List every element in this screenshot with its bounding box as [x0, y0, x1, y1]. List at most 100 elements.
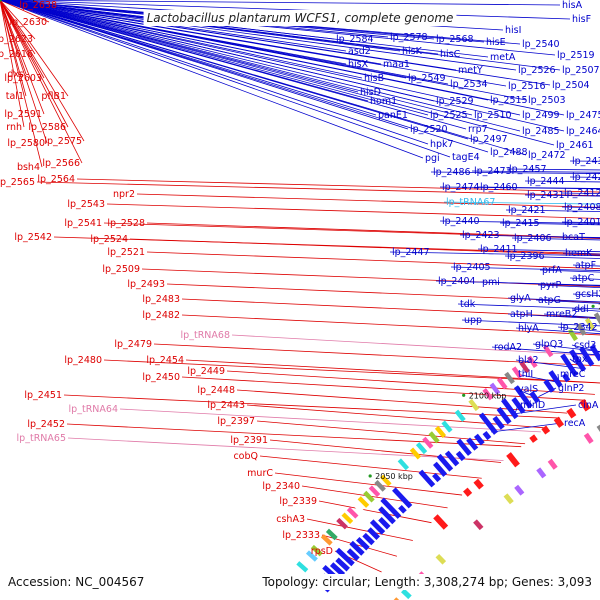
- forward-gene-label: hom1: [370, 96, 397, 107]
- label-connector: [36, 181, 600, 197]
- forward-gene-label: lp_2529: [436, 96, 474, 107]
- label-connector: [0, 0, 69, 128]
- forward-gene-label: tagE4: [452, 152, 480, 163]
- label-connector: [119, 408, 541, 433]
- forward-gene-label: asd2: [348, 46, 371, 57]
- forward-gene-label: lp_2460: [480, 182, 518, 193]
- gene-class-strip: [374, 479, 386, 492]
- label-connector: [0, 0, 571, 20]
- forward-gene-arrow: [378, 506, 396, 525]
- gene-class-strip: [368, 485, 381, 498]
- gene-class-strip: [567, 328, 578, 342]
- scale-tick-label: 2100 kbp: [469, 391, 507, 400]
- label-connector: [477, 248, 600, 253]
- forward-gene-arrow: [529, 391, 541, 404]
- label-connector: [0, 0, 527, 101]
- label-connector: [511, 237, 600, 241]
- footer-background: [259, 574, 594, 590]
- reverse-gene-label: lp_2339: [279, 496, 317, 507]
- reverse-gene-label: lp_2493: [127, 279, 165, 290]
- forward-gene-label: lp_2486: [433, 167, 471, 178]
- label-connector: [0, 0, 551, 86]
- forward-gene-arrow: [436, 453, 454, 472]
- scale-tick-label: 2050 kbp: [375, 472, 413, 481]
- label-connector: [181, 314, 600, 336]
- reverse-gene-arrow: [579, 398, 591, 412]
- label-connector: [571, 308, 600, 312]
- gene-class-strip: [519, 361, 530, 374]
- reverse-gene-label: lp_2480: [64, 355, 102, 366]
- label-connector: [63, 394, 561, 419]
- forward-gene-label: glnP2: [558, 383, 584, 394]
- forward-gene-label: lp_2447: [392, 247, 430, 258]
- forward-gene-arrow: [492, 415, 505, 430]
- forward-gene-label: lp_2415: [502, 218, 540, 229]
- reverse-gene-label: pflB1: [41, 91, 66, 102]
- gene-class-strip: [511, 366, 523, 379]
- label-connector: [443, 201, 600, 205]
- forward-gene-arrow: [496, 406, 512, 425]
- forward-gene-label: lp_2472: [528, 150, 566, 161]
- forward-gene-arrow: [513, 385, 533, 409]
- tick-mark: [0, 0, 2, 2]
- reverse-gene-arrow: [541, 425, 551, 435]
- label-connector: [491, 422, 563, 433]
- label-connector: [306, 518, 413, 541]
- forward-gene-label: lp_2499: [522, 110, 560, 121]
- reverse-gene-label: npr2: [113, 189, 135, 200]
- gene-class-strip: [593, 312, 600, 325]
- forward-gene-arrow: [356, 536, 370, 551]
- forward-gene-label: bcaT: [562, 232, 585, 243]
- forward-gene-label: lp_2503: [528, 95, 566, 106]
- reverse-gene-label: lp_2543: [67, 199, 105, 210]
- label-connector: [0, 0, 43, 168]
- reverse-gene-label: lp_2479: [114, 339, 152, 350]
- forward-gene-arrow: [335, 547, 355, 567]
- gene-class-strip: [310, 544, 323, 557]
- reverse-gene-label: lp_2452: [27, 419, 65, 430]
- reverse-gene-label: lp_2449: [187, 366, 225, 377]
- forward-gene-label: atpG: [538, 295, 561, 306]
- forward-gene-label: lp_2342: [560, 322, 598, 333]
- label-connector: [181, 376, 586, 401]
- forward-gene-label: atpH: [510, 309, 533, 320]
- tick-mark: [591, 304, 595, 308]
- label-connector: [0, 0, 45, 115]
- reverse-gene-arrow: [463, 487, 473, 497]
- reverse-gene-label: lp_2623: [0, 34, 33, 45]
- label-connector: [146, 251, 600, 270]
- reverse-gene-label: lp_2524: [90, 234, 128, 245]
- reverse-gene-arrow: [566, 407, 577, 419]
- forward-gene-label: lp_2485: [522, 126, 560, 137]
- reverse-gene-label: lp_2603: [4, 73, 42, 84]
- forward-gene-label: panE1: [378, 110, 408, 121]
- accession-text: Accession: NC_004567: [8, 575, 144, 589]
- reverse-gene-label: lp_2454: [146, 355, 184, 366]
- gene-class-strip: [473, 519, 484, 531]
- gene-class-strip: [422, 436, 434, 449]
- label-connector: [141, 268, 600, 288]
- gene-class-strip: [363, 490, 375, 503]
- reverse-gene-label: lp_2483: [142, 294, 180, 305]
- forward-gene-arrow: [561, 373, 571, 383]
- reverse-gene-label: lp_2541: [64, 218, 102, 229]
- gene-class-strip: [504, 371, 515, 385]
- forward-gene-label: tdk: [460, 299, 476, 310]
- forward-gene-arrow: [367, 527, 380, 540]
- scale-tick-label: 2250 kbp: [0, 0, 38, 2]
- gene-class-strip: [503, 493, 514, 505]
- reverse-gene-label: lp_2340: [262, 481, 300, 492]
- gene-class-strip: [380, 474, 392, 487]
- forward-gene-label: recA: [564, 418, 586, 429]
- label-connector: [524, 194, 600, 197]
- gene-class-strip: [296, 561, 309, 573]
- forward-gene-label: lp_2488: [490, 147, 528, 158]
- forward-gene-label: lp_2540: [522, 39, 560, 50]
- label-connector: [557, 326, 600, 332]
- reverse-gene-label: lp_2451: [24, 390, 62, 401]
- forward-gene-label: metA: [490, 52, 516, 63]
- label-connector: [0, 0, 507, 87]
- label-connector: [471, 170, 600, 173]
